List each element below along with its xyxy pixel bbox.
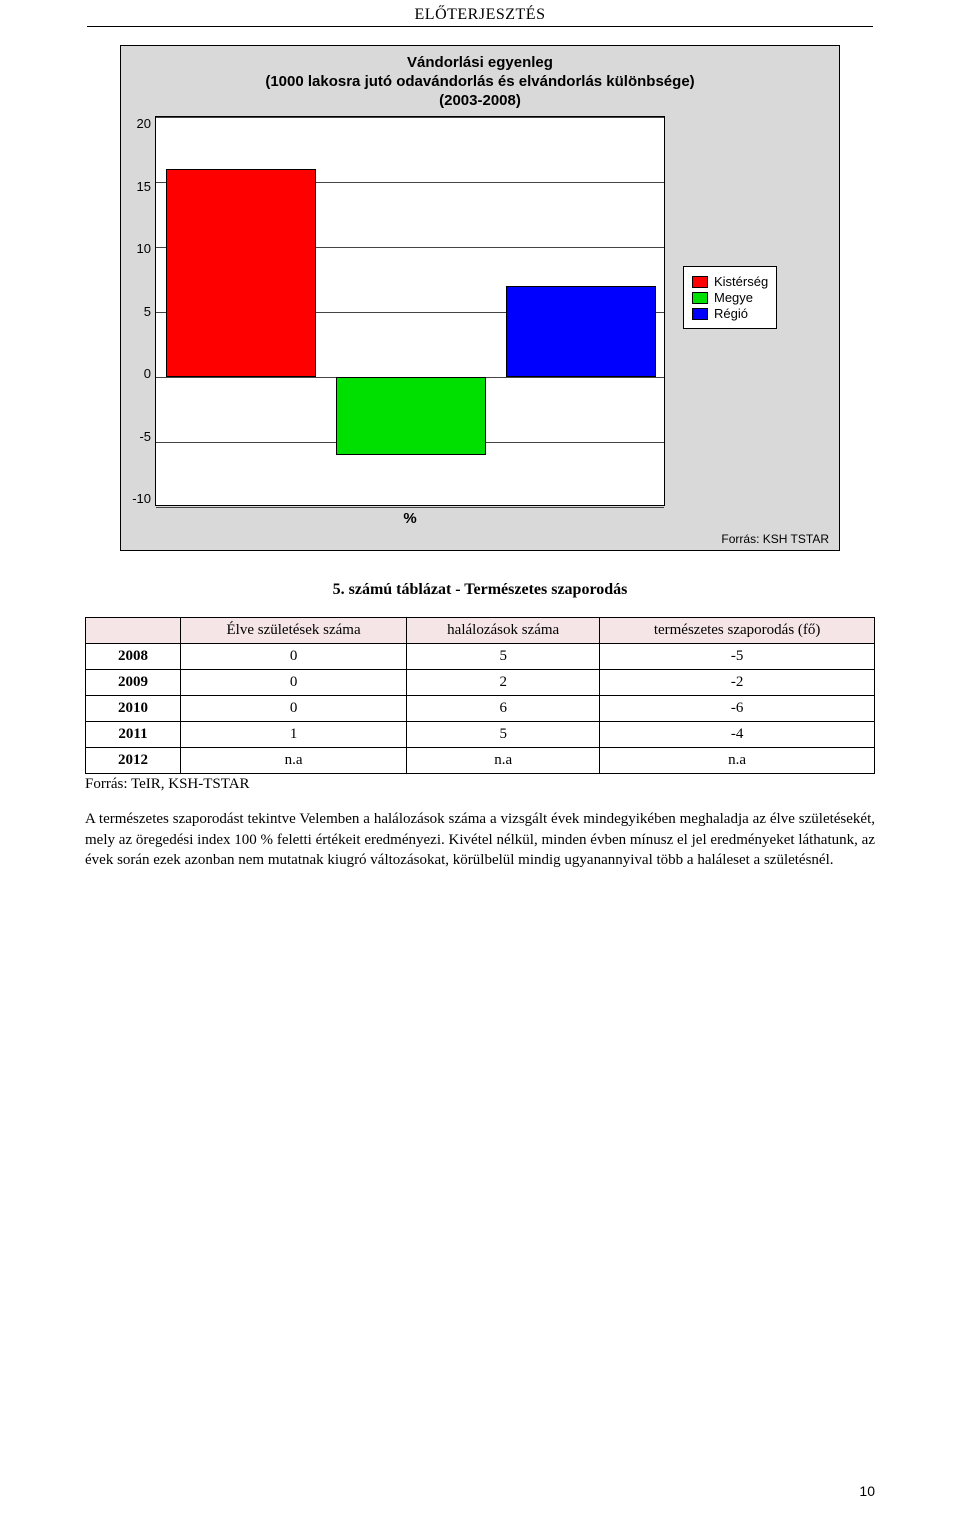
col-header: természetes szaporodás (fő) [600, 618, 875, 644]
table-header-row: Élve születések száma halálozások száma … [86, 618, 875, 644]
table-source: Forrás: TeIR, KSH-TSTAR [85, 776, 875, 793]
table-cell: n.a [181, 748, 407, 774]
body-paragraph: A természetes szaporodást tekintve Velem… [85, 809, 875, 870]
table-cell: 2009 [86, 670, 181, 696]
header-rule [87, 26, 873, 27]
legend-item: Megye [692, 290, 768, 305]
table-cell: -5 [600, 644, 875, 670]
table-cell: 2011 [86, 722, 181, 748]
chart-legend: Kistérség Megye Régió [683, 266, 777, 329]
table-caption: 5. számú táblázat - Természetes szaporod… [85, 581, 875, 599]
swatch-icon [692, 292, 708, 304]
chart-title-line1: Vándorlási egyenleg [407, 54, 553, 71]
page-header: ELŐTERJESZTÉS [85, 0, 875, 26]
table-row: 2012n.an.an.a [86, 748, 875, 774]
legend-item: Régió [692, 306, 768, 321]
table-cell: 1 [181, 722, 407, 748]
chart-title-line2: (1000 lakosra jutó odavándorlás és elván… [265, 73, 694, 90]
ytick: 20 [125, 116, 151, 131]
y-axis: 20 15 10 5 0 -5 -10 [125, 116, 155, 506]
ytick: 0 [125, 366, 151, 381]
chart-title: Vándorlási egyenleg (1000 lakosra jutó o… [125, 54, 835, 110]
table-cell: 5 [407, 722, 600, 748]
col-header: halálozások száma [407, 618, 600, 644]
table-cell: 0 [181, 670, 407, 696]
migration-chart: Vándorlási egyenleg (1000 lakosra jutó o… [120, 45, 840, 551]
table-cell: n.a [407, 748, 600, 774]
ytick: -10 [125, 491, 151, 506]
table-cell: 5 [407, 644, 600, 670]
chart-bar [336, 377, 486, 455]
ytick: -5 [125, 429, 151, 444]
table-row: 201115-4 [86, 722, 875, 748]
x-axis-label: % [156, 510, 664, 527]
table-row: 200805-5 [86, 644, 875, 670]
page-number: 10 [859, 1483, 875, 1499]
legend-label: Régió [714, 306, 748, 321]
szaporodas-table: Élve születések száma halálozások száma … [85, 617, 875, 774]
chart-source: Forrás: KSH TSTAR [125, 532, 829, 546]
plot-area: % [155, 116, 665, 506]
table-cell: -6 [600, 696, 875, 722]
table-cell: 2010 [86, 696, 181, 722]
col-header: Élve születések száma [181, 618, 407, 644]
table-row: 201006-6 [86, 696, 875, 722]
table-cell: 0 [181, 644, 407, 670]
swatch-icon [692, 308, 708, 320]
table-row: 200902-2 [86, 670, 875, 696]
table-cell: 6 [407, 696, 600, 722]
table-cell: 2008 [86, 644, 181, 670]
table-cell: 0 [181, 696, 407, 722]
table-cell: 2012 [86, 748, 181, 774]
swatch-icon [692, 276, 708, 288]
table-cell: n.a [600, 748, 875, 774]
chart-bar [166, 169, 316, 377]
gridline [156, 117, 664, 118]
chart-bar [506, 286, 656, 377]
col-header [86, 618, 181, 644]
legend-label: Megye [714, 290, 753, 305]
table-cell: -2 [600, 670, 875, 696]
gridline [156, 507, 664, 508]
table-cell: 2 [407, 670, 600, 696]
legend-label: Kistérség [714, 274, 768, 289]
ytick: 5 [125, 304, 151, 319]
table-cell: -4 [600, 722, 875, 748]
ytick: 10 [125, 241, 151, 256]
ytick: 15 [125, 179, 151, 194]
legend-item: Kistérség [692, 274, 768, 289]
chart-title-line3: (2003-2008) [439, 92, 521, 109]
